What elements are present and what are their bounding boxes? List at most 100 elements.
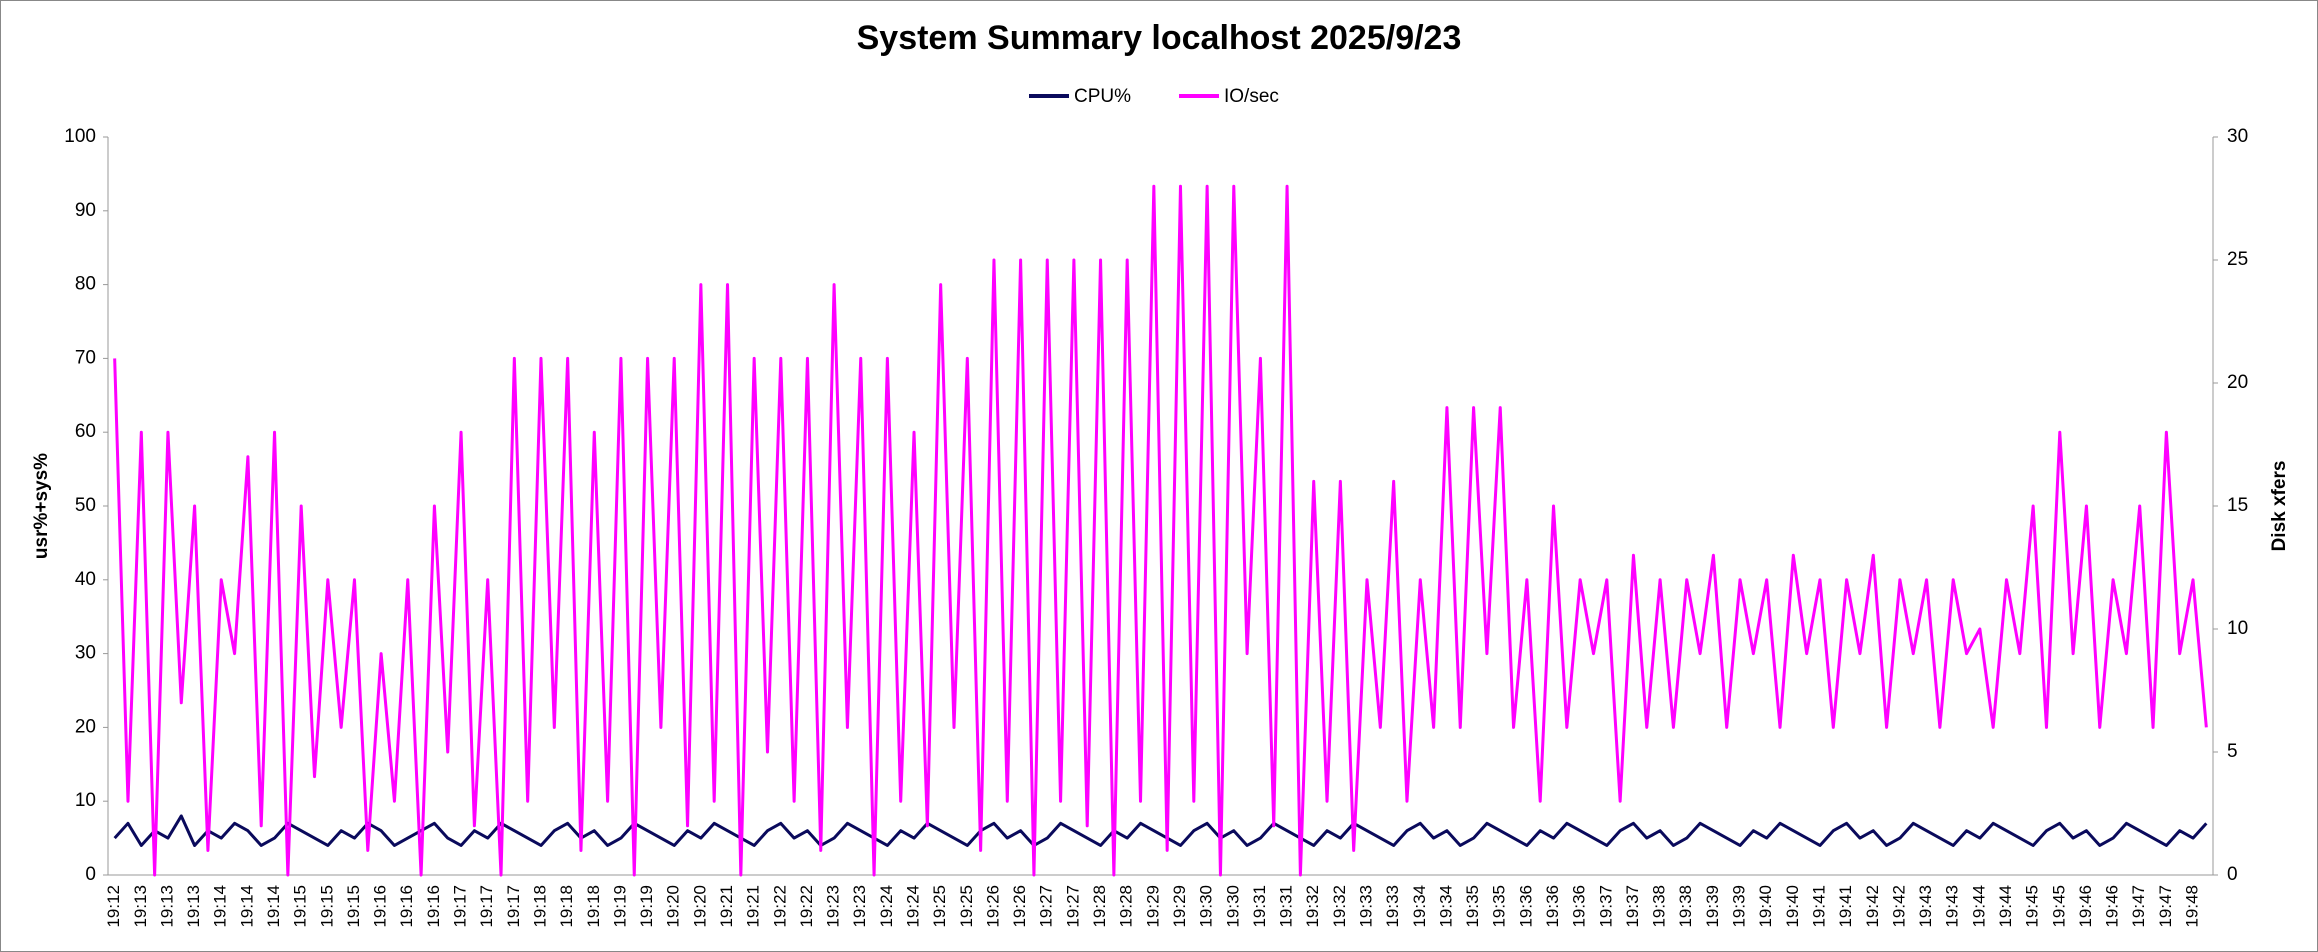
y-tick-label: 30: [75, 643, 96, 664]
x-tick-label: 19:38: [1676, 885, 1695, 928]
x-tick-label: 19:42: [1889, 885, 1908, 928]
x-tick-label: 19:35: [1490, 885, 1509, 928]
x-tick-label: 19:20: [664, 885, 683, 928]
y-tick-label: 100: [64, 126, 96, 147]
x-tick-label: 19:23: [824, 885, 843, 928]
x-tick-label: 19:26: [1010, 885, 1029, 928]
x-tick-label: 19:41: [1809, 885, 1828, 928]
y-tick-label: 90: [75, 200, 96, 221]
x-tick-label: 19:41: [1836, 885, 1855, 928]
x-tick-label: 19:39: [1703, 885, 1722, 928]
y2-tick-label: 0: [2227, 864, 2238, 885]
x-tick-label: 19:16: [371, 885, 390, 928]
y-tick-label: 50: [75, 495, 96, 516]
series-line: [113, 184, 2208, 877]
y-tick-label: 10: [75, 790, 96, 811]
x-tick-label: 19:31: [1277, 885, 1296, 928]
y2-tick-label: 20: [2227, 372, 2248, 393]
x-tick-label: 19:37: [1623, 885, 1642, 928]
x-tick-label: 19:23: [850, 885, 869, 928]
x-tick-label: 19:32: [1330, 885, 1349, 928]
x-tick-label: 19:13: [131, 885, 150, 928]
x-tick-label: 19:18: [557, 885, 576, 928]
x-tick-label: 19:18: [530, 885, 549, 928]
x-tick-label: 19:15: [291, 885, 310, 928]
x-tick-label: 19:22: [770, 885, 789, 928]
x-tick-label: 19:30: [1223, 885, 1242, 928]
x-tick-label: 19:30: [1197, 885, 1216, 928]
legend-label: CPU%: [1074, 86, 1131, 107]
x-tick-label: 19:48: [2183, 885, 2202, 928]
x-tick-label: 19:33: [1383, 885, 1402, 928]
y2-axis-title: Disk xfers: [2269, 461, 2290, 552]
x-tick-label: 19:39: [1730, 885, 1749, 928]
x-tick-label: 19:35: [1463, 885, 1482, 928]
y-tick-label: 40: [75, 569, 96, 590]
chart-title: System Summary localhost 2025/9/23: [857, 19, 1462, 57]
y-tick-label: 70: [75, 347, 96, 368]
x-tick-label: 19:34: [1436, 885, 1455, 928]
x-tick-label: 19:26: [983, 885, 1002, 928]
y2-tick-label: 5: [2227, 741, 2238, 762]
x-tick-label: 19:17: [504, 885, 523, 928]
y-tick-label: 60: [75, 421, 96, 442]
x-tick-label: 19:47: [2129, 885, 2148, 928]
x-tick-label: 19:21: [717, 885, 736, 928]
x-tick-label: 19:43: [1916, 885, 1935, 928]
x-tick-label: 19:17: [477, 885, 496, 928]
x-tick-label: 19:13: [184, 885, 203, 928]
x-tick-label: 19:31: [1250, 885, 1269, 928]
y-tick-label: 80: [75, 274, 96, 295]
x-tick-label: 19:15: [344, 885, 363, 928]
x-tick-label: 19:33: [1356, 885, 1375, 928]
x-tick-label: 19:37: [1596, 885, 1615, 928]
x-tick-label: 19:43: [1943, 885, 1962, 928]
y-axis-title: usr%+sys%: [31, 453, 52, 559]
x-tick-label: 19:21: [744, 885, 763, 928]
x-tick-label: 19:40: [1756, 885, 1775, 928]
x-tick-label: 19:13: [157, 885, 176, 928]
x-tick-label: 19:29: [1143, 885, 1162, 928]
x-tick-label: 19:16: [397, 885, 416, 928]
x-tick-label: 19:12: [104, 885, 123, 928]
y2-tick-label: 15: [2227, 495, 2248, 516]
x-tick-label: 19:19: [610, 885, 629, 928]
x-tick-label: 19:45: [2023, 885, 2042, 928]
x-tick-label: 19:45: [2049, 885, 2068, 928]
x-tick-label: 19:27: [1063, 885, 1082, 928]
y2-tick-label: 25: [2227, 249, 2248, 270]
x-tick-label: 19:32: [1303, 885, 1322, 928]
x-tick-label: 19:14: [264, 885, 283, 928]
x-tick-label: 19:27: [1037, 885, 1056, 928]
y-tick-label: 0: [85, 864, 96, 885]
x-tick-label: 19:28: [1090, 885, 1109, 928]
x-tick-label: 19:44: [1996, 885, 2015, 928]
x-tick-label: 19:20: [690, 885, 709, 928]
x-tick-label: 19:18: [584, 885, 603, 928]
y2-tick-label: 30: [2227, 126, 2248, 147]
series-line: [113, 814, 2208, 847]
x-tick-label: 19:46: [2076, 885, 2095, 928]
x-tick-label: 19:46: [2103, 885, 2122, 928]
x-tick-label: 19:36: [1543, 885, 1562, 928]
legend-label: IO/sec: [1224, 86, 1279, 107]
x-tick-label: 19:15: [317, 885, 336, 928]
x-tick-label: 19:42: [1863, 885, 1882, 928]
x-tick-label: 19:16: [424, 885, 443, 928]
x-tick-label: 19:25: [930, 885, 949, 928]
x-tick-label: 19:19: [637, 885, 656, 928]
x-tick-label: 19:22: [797, 885, 816, 928]
y-tick-label: 20: [75, 716, 96, 737]
x-tick-label: 19:34: [1410, 885, 1429, 928]
x-tick-label: 19:24: [904, 885, 923, 928]
x-tick-label: 19:40: [1783, 885, 1802, 928]
x-tick-label: 19:25: [957, 885, 976, 928]
x-tick-label: 19:28: [1117, 885, 1136, 928]
x-tick-label: 19:47: [2156, 885, 2175, 928]
y2-tick-label: 10: [2227, 618, 2248, 639]
x-tick-label: 19:24: [877, 885, 896, 928]
x-tick-label: 19:14: [211, 885, 230, 928]
x-tick-label: 19:17: [451, 885, 470, 928]
